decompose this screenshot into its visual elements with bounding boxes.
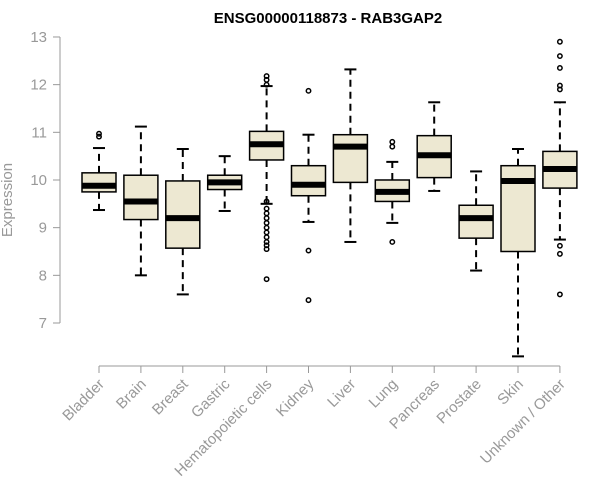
box-iqr <box>165 180 201 249</box>
box-unknown-other <box>542 38 578 298</box>
box-kidney <box>290 87 327 304</box>
chart-title: ENSG00000118873 - RAB3GAP2 <box>214 10 442 27</box>
x-tick-label: Lung <box>366 376 402 412</box>
box-prostate <box>458 170 494 272</box>
outlier-point <box>389 138 396 145</box>
outlier-point <box>263 239 270 245</box>
box-breast <box>165 148 201 296</box>
y-tick-label: 12 <box>30 77 47 94</box>
outlier-point <box>389 239 396 245</box>
outlier-point <box>263 276 270 283</box>
y-tick-label: 7 <box>39 315 47 332</box>
outlier-point <box>263 205 270 212</box>
box-series <box>81 38 578 358</box>
outlier-point <box>263 215 270 222</box>
box-pancreas <box>416 101 452 192</box>
outlier-point <box>263 224 270 231</box>
outlier-point <box>305 247 312 254</box>
box-lung <box>374 138 411 245</box>
x-tick-label: Breast <box>149 375 192 418</box>
y-axis: 7 8 9 10 11 12 13 <box>30 29 61 332</box>
outlier-point <box>96 133 102 140</box>
outlier-point <box>263 73 270 80</box>
outlier-point <box>556 82 563 89</box>
y-axis-label: Expression <box>0 163 16 237</box>
x-tick-label: Brain <box>113 376 150 413</box>
box-brain <box>123 125 159 277</box>
outlier-point <box>263 229 270 236</box>
outlier-point <box>263 219 270 226</box>
box-iqr <box>81 172 117 193</box>
box-hematopoietic-cells <box>248 73 285 283</box>
outlier-point <box>96 130 102 137</box>
outlier-point <box>305 87 312 94</box>
box-iqr <box>290 164 327 197</box>
x-tick-label: Prostate <box>433 376 485 428</box>
y-tick-label: 13 <box>30 29 47 46</box>
outlier-point <box>556 53 563 59</box>
outlier-point <box>556 250 563 257</box>
box-gastric <box>206 155 243 212</box>
box-iqr <box>332 133 369 184</box>
outlier-point <box>263 198 270 205</box>
box-iqr <box>123 174 159 221</box>
box-iqr <box>458 204 494 239</box>
x-tick-label: Bladder <box>59 376 108 425</box>
y-tick-label: 10 <box>30 172 47 189</box>
outlier-point <box>556 38 563 45</box>
box-skin <box>500 148 536 358</box>
outlier-point <box>263 210 270 217</box>
outlier-point <box>263 81 270 88</box>
y-tick-label: 9 <box>39 220 47 237</box>
x-tick-label: Kidney <box>273 375 318 420</box>
outlier-point <box>556 242 563 249</box>
box-liver <box>332 68 369 243</box>
y-tick-label: 11 <box>31 124 47 141</box>
outlier-point <box>556 291 563 298</box>
outlier-point <box>389 143 396 150</box>
y-tick-label: 8 <box>39 267 47 284</box>
x-tick-label: Skin <box>494 376 527 409</box>
outlier-point <box>556 65 563 71</box>
outlier-point <box>263 234 270 241</box>
outlier-point <box>263 242 270 249</box>
box-bladder <box>81 130 117 212</box>
outlier-point <box>305 297 312 304</box>
x-tick-label: Liver <box>324 376 359 411</box>
